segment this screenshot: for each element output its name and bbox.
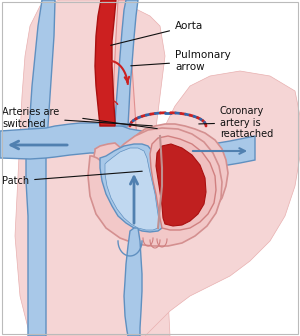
Text: Aorta: Aorta [111, 21, 203, 45]
Polygon shape [15, 0, 170, 336]
Polygon shape [95, 0, 116, 126]
Polygon shape [112, 0, 139, 211]
Polygon shape [150, 136, 216, 230]
Polygon shape [100, 144, 162, 232]
Text: Coronary
artery is
reattached: Coronary artery is reattached [199, 106, 273, 139]
Text: Patch: Patch [2, 171, 142, 186]
Polygon shape [124, 228, 142, 336]
Polygon shape [128, 71, 300, 336]
Text: Pulmonary
arrow: Pulmonary arrow [131, 50, 231, 72]
Polygon shape [156, 144, 206, 226]
Polygon shape [92, 124, 228, 229]
Text: Arteries are
switched: Arteries are switched [2, 107, 152, 129]
Polygon shape [105, 148, 159, 230]
Polygon shape [88, 128, 222, 246]
Polygon shape [115, 0, 138, 126]
Polygon shape [0, 123, 255, 166]
Polygon shape [26, 0, 55, 336]
